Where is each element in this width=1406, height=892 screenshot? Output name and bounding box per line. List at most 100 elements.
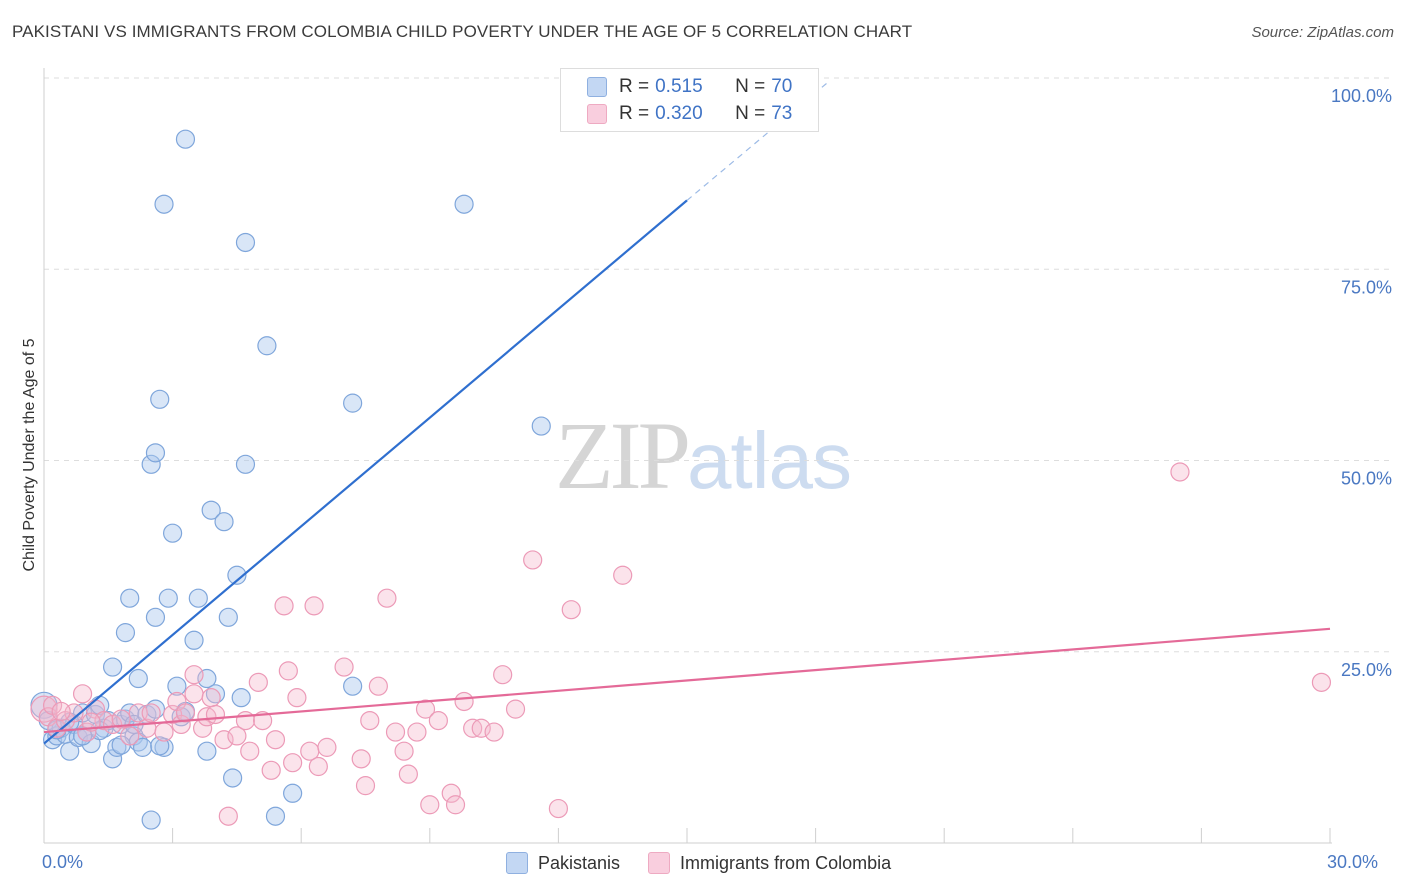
pakistanis-point [158, 588, 178, 608]
pakistanis-point [223, 768, 243, 788]
y-tick-label: 50.0% [1341, 469, 1392, 489]
colombia-point [240, 741, 260, 761]
legend-swatch-pink [587, 104, 607, 124]
colombia-point [445, 795, 466, 815]
pakistanis-point [184, 630, 204, 650]
bottom-legend: Pakistanis Immigrants from Colombia [506, 852, 919, 874]
colombia-point [248, 672, 268, 692]
colombia-point [548, 798, 569, 819]
legend-row-pakistanis: R = 0.515 N = 70 [587, 75, 792, 99]
legend-n-value: 73 [771, 103, 793, 124]
colombia-point [1170, 462, 1190, 482]
legend-r-label: R = [619, 103, 650, 124]
colombia-point [81, 712, 101, 732]
legend-n-label: N = [735, 103, 766, 124]
pakistanis-point [102, 657, 123, 677]
colombia-point [360, 710, 380, 731]
colombia-point [227, 726, 247, 746]
pakistanis-point [231, 688, 251, 708]
colombia-point [355, 776, 376, 796]
colombia-point [278, 661, 298, 681]
colombia-point [613, 565, 633, 585]
chart-title: PAKISTANI VS IMMIGRANTS FROM COLOMBIA CH… [12, 22, 913, 41]
colombia-point [415, 699, 436, 719]
x-tick-label-min: 0.0% [42, 852, 84, 872]
colombia-point [317, 737, 337, 757]
colombia-point [205, 704, 226, 725]
colombia-point [523, 550, 543, 570]
pakistanis-point [145, 607, 166, 627]
pakistanis-point [197, 741, 217, 761]
pakistanis-point [214, 512, 234, 532]
colombia-point [351, 749, 371, 769]
legend-row-colombia: R = 0.320 N = 73 [587, 102, 792, 126]
pakistanis-point [235, 232, 256, 253]
pakistanis-point [227, 565, 247, 585]
colombia-point [454, 691, 474, 712]
y-tick-label: 100.0% [1331, 86, 1392, 106]
pakistanis-point [257, 336, 277, 356]
colombia-point [72, 684, 93, 704]
bottom-legend-label: Pakistanis [538, 852, 621, 873]
colombia-point [253, 710, 273, 731]
colombia-point [51, 701, 71, 722]
bottom-legend-item-colombia[interactable]: Immigrants from Colombia [648, 852, 891, 874]
pakistanis-point [115, 623, 136, 643]
pakistanis-trend-line [43, 199, 688, 745]
colombia-point [287, 688, 307, 708]
legend-n-value: 70 [771, 76, 793, 97]
pakistanis-point [145, 443, 166, 463]
bottom-legend-item-pakistanis[interactable]: Pakistanis [506, 852, 620, 874]
pakistanis-point [201, 500, 221, 520]
colombia-point [184, 684, 204, 704]
colombia-point [484, 722, 504, 742]
pakistanis-point [154, 194, 174, 214]
colombia-point [308, 756, 328, 777]
colombia-point [505, 699, 526, 719]
colombia-point [154, 722, 174, 742]
y-tick-label: 75.0% [1341, 277, 1392, 297]
colombia-point [265, 730, 286, 750]
colombia-point [201, 688, 221, 708]
pakistanis-point [188, 588, 208, 608]
legend: R = 0.515 N = 70 R = 0.320 N = 73 [560, 68, 819, 132]
colombia-point [304, 596, 324, 616]
x-tick-label-max: 30.0% [1327, 852, 1379, 872]
legend-r-label: R = [619, 76, 650, 97]
legend-swatch-pink [648, 852, 671, 874]
pakistanis-point [197, 668, 217, 689]
colombia-point [377, 588, 397, 608]
colombia-point [120, 726, 140, 746]
legend-r-value: 0.515 [655, 76, 703, 97]
pakistanis-point [343, 676, 363, 696]
legend-n-label: N = [735, 76, 766, 97]
colombia-point [141, 703, 161, 723]
legend-swatch-blue [506, 852, 528, 874]
colombia-point [334, 657, 354, 677]
legend-swatch-blue [587, 77, 607, 97]
colombia-point [1311, 672, 1332, 692]
legend-r-value: 0.320 [655, 103, 703, 124]
colombia-point [283, 753, 303, 773]
colombia-point [261, 760, 281, 780]
colombia-point [471, 718, 491, 738]
colombia-point [441, 783, 461, 803]
pakistanis-point [163, 523, 183, 543]
pakistanis-point [265, 806, 286, 826]
colombia-point [218, 806, 238, 826]
pakistanis-point [167, 676, 187, 696]
colombia-trend-line [43, 627, 1331, 734]
pakistanis-point [120, 588, 140, 608]
pakistanis-point [128, 668, 148, 689]
colombia-point [398, 764, 418, 784]
colombia-point [175, 703, 196, 723]
colombia-point [407, 722, 427, 742]
pakistanis-point [175, 129, 196, 149]
colombia-point [394, 741, 414, 761]
pakistanis-point [102, 749, 123, 769]
colombia-point [184, 665, 204, 685]
pakistanis-point [132, 737, 153, 757]
colombia-point [561, 600, 581, 620]
pakistanis-point [531, 416, 551, 436]
